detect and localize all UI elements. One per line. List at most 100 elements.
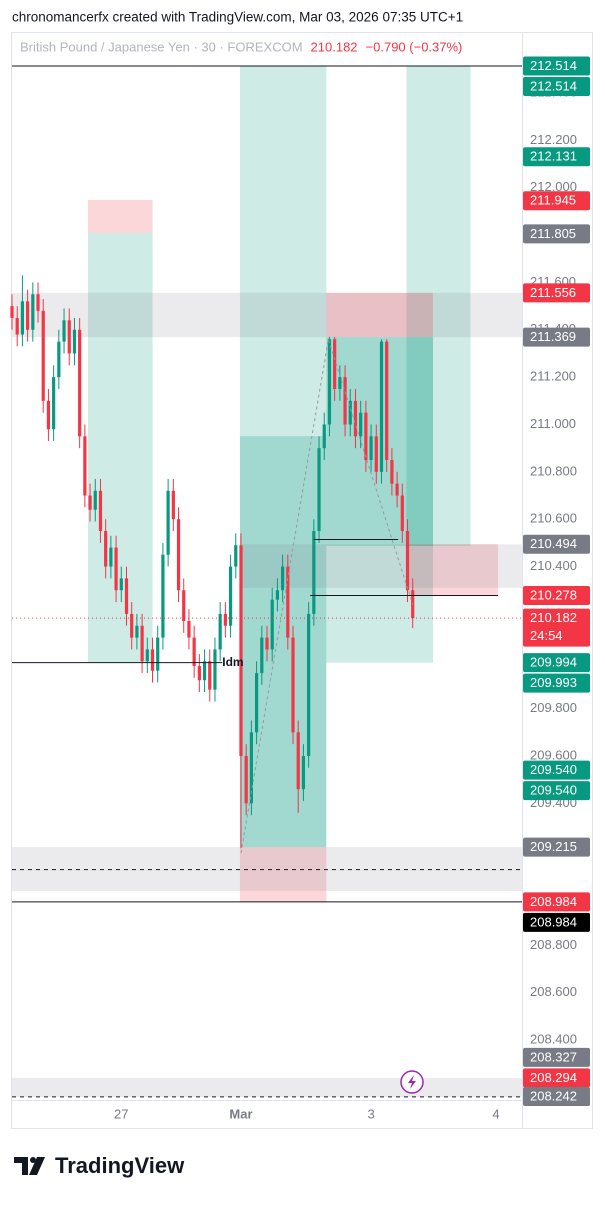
candle-body [275, 590, 280, 600]
candle-body [307, 613, 311, 756]
price-label-bg [523, 327, 590, 347]
candle-body [109, 547, 113, 567]
price-label: 212.131 [530, 149, 577, 164]
zone-box [87, 200, 153, 233]
zone-box [326, 292, 434, 338]
candle-body [317, 448, 321, 532]
candle-body [385, 341, 389, 461]
logo-mark [29, 1157, 45, 1175]
candle-body [333, 339, 337, 389]
y-tick-label: 208.400 [530, 1032, 577, 1047]
price-label: 210.182 [530, 610, 577, 625]
candle-body [301, 755, 306, 790]
x-tick-label: 27 [114, 1106, 128, 1121]
x-tick-label: 4 [492, 1106, 499, 1121]
price-label: 210.494 [530, 536, 577, 551]
price-label-bg [523, 283, 590, 303]
price-label-bg [523, 1087, 590, 1106]
candle-body [130, 613, 134, 638]
price-label: 208.327 [530, 1049, 577, 1064]
candle-body [359, 412, 363, 437]
candle-body [327, 339, 332, 425]
candle-body [197, 665, 201, 681]
zone-box [326, 545, 434, 663]
candle-body [166, 490, 170, 555]
candle-body [291, 637, 295, 733]
price-label: 211.556 [530, 285, 576, 300]
candle-body [72, 329, 77, 354]
zone-box [408, 544, 499, 596]
price-label-bg [523, 781, 590, 801]
candle-body [124, 578, 129, 614]
candle-body [239, 545, 243, 756]
logo: TradingView [14, 1153, 185, 1178]
candle-body [343, 377, 347, 425]
price-label: 212.514 [530, 58, 577, 73]
header-text: chronomancerfx created with TradingView.… [12, 10, 463, 25]
price-label: 209.994 [530, 655, 577, 670]
annotation: Idm [222, 655, 243, 669]
candle-body [286, 566, 290, 638]
candle-body [104, 531, 108, 567]
price-label: 208.984 [530, 914, 577, 929]
candle-body [161, 554, 165, 638]
y-tick-label: 212.200 [530, 132, 577, 147]
candle-body [93, 490, 97, 510]
price-label: 211.369 [530, 329, 576, 344]
candle-body [353, 400, 358, 437]
candle-body [379, 341, 384, 472]
candle-body [78, 329, 82, 437]
price-label: 209.540 [530, 783, 577, 798]
price-label-bg [523, 191, 590, 211]
price-label-bg [523, 912, 590, 932]
price-label: 211.945 [530, 193, 576, 208]
zone-box [406, 66, 471, 546]
candle-body [135, 625, 139, 638]
price-label-bg [523, 760, 590, 780]
legend-row: British Pound / Japanese Yen · 30 · FORE… [20, 39, 462, 54]
candle-body [208, 661, 212, 690]
price-label-bg [523, 1068, 590, 1088]
candle-body [234, 545, 238, 567]
candle-body [140, 625, 144, 662]
y-tick-label: 208.800 [530, 937, 577, 952]
y-tick-label: 210.600 [530, 511, 577, 526]
candle-body [10, 306, 14, 318]
countdown: 24:54 [530, 628, 563, 643]
candle-body [156, 637, 160, 671]
candle-body [244, 755, 248, 804]
candle-body [249, 732, 253, 804]
symbol: British Pound / Japanese Yen · 30 · FORE… [20, 39, 303, 54]
zone-box [87, 232, 153, 663]
candle-body [322, 424, 326, 449]
candle-body [270, 599, 274, 650]
price-label: 209.215 [530, 839, 577, 854]
candle-body [119, 578, 123, 591]
candle-body [145, 649, 149, 662]
candle-body [62, 320, 66, 342]
candle-body [150, 649, 155, 671]
price-label-bg [523, 534, 590, 554]
y-tick-label: 211.200 [530, 369, 576, 384]
chart-frame [11, 32, 593, 1129]
candle-body [390, 460, 394, 484]
logo-text: TradingView [55, 1153, 185, 1178]
candle-body [52, 377, 56, 430]
candle-body [31, 294, 35, 330]
candle-body [88, 495, 92, 510]
price-label: 209.993 [530, 675, 577, 690]
price-label-bg [523, 608, 590, 647]
price-label: 210.278 [530, 587, 577, 602]
y-tick-label: 210.400 [530, 558, 577, 573]
candle-body [265, 637, 269, 650]
price-label-bg [523, 892, 590, 912]
candle-body [369, 436, 373, 461]
price-label: 208.294 [530, 1070, 577, 1085]
candle-body [57, 341, 61, 378]
candle-body [15, 317, 19, 335]
candle-body [228, 566, 233, 626]
candle-body [182, 590, 186, 622]
candle-body [114, 547, 118, 591]
candle-body [36, 294, 40, 311]
